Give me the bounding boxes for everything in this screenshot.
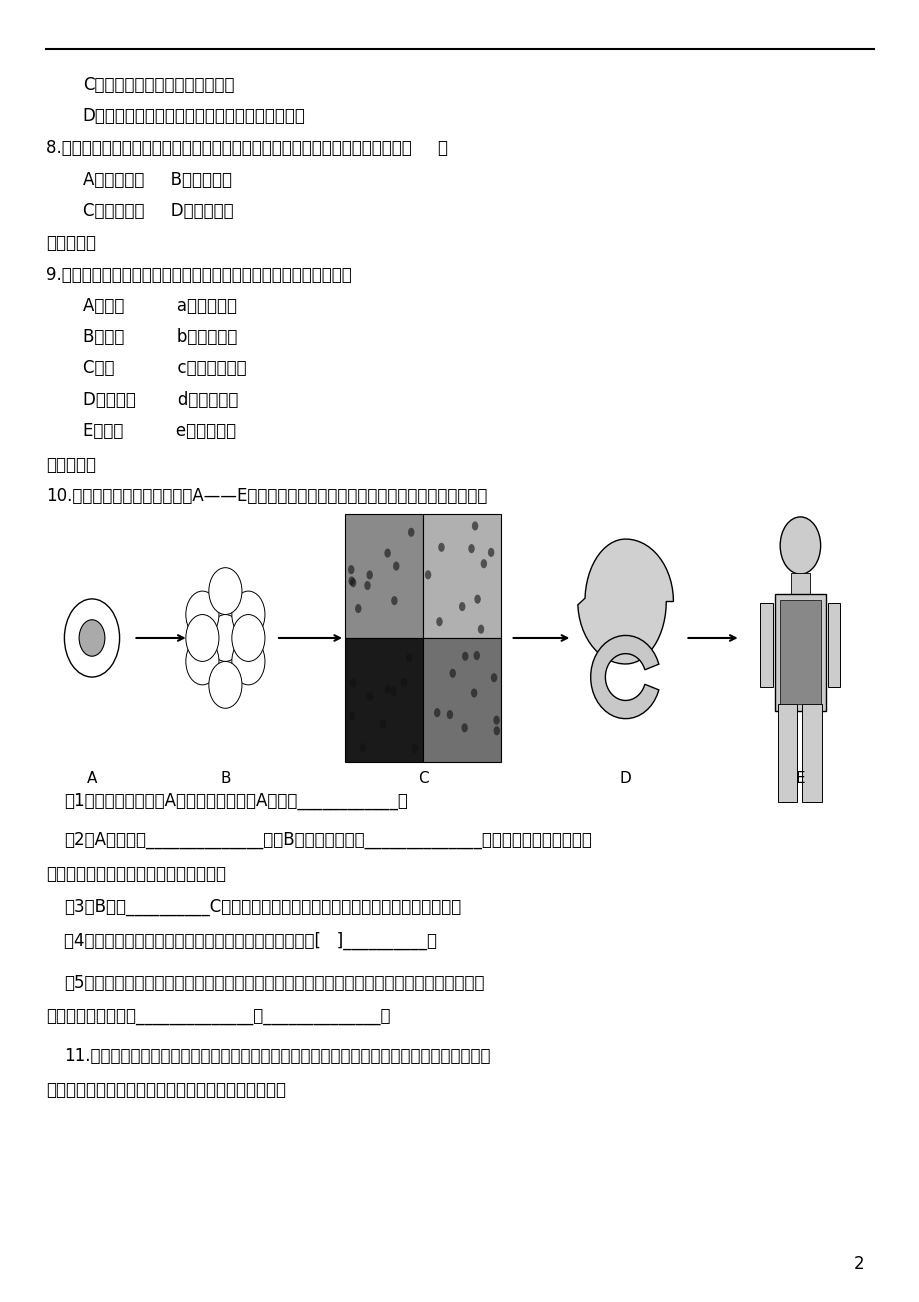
Circle shape: [391, 596, 397, 605]
Circle shape: [449, 669, 456, 678]
Circle shape: [474, 595, 481, 604]
Circle shape: [411, 743, 417, 753]
Circle shape: [779, 517, 820, 574]
Circle shape: [79, 620, 105, 656]
Circle shape: [437, 543, 444, 552]
Circle shape: [232, 615, 265, 661]
Bar: [827, 603, 840, 687]
Text: 11.（湘潭中考）你从一个受精卵发育成长为一个小帅哥、小美女，让我们看到了生命的奇妙变: 11.（湘潭中考）你从一个受精卵发育成长为一个小帅哥、小美女，让我们看到了生命的…: [64, 1047, 491, 1065]
Circle shape: [209, 661, 242, 708]
Bar: [345, 514, 423, 638]
Circle shape: [349, 578, 356, 587]
Polygon shape: [577, 539, 673, 664]
Bar: [790, 573, 809, 594]
Circle shape: [364, 581, 370, 590]
Text: 8.（广东中考）胃的蠕动能促进胃液与食物的混合，与此功能有关的主要组织是（     ）: 8.（广东中考）胃的蠕动能促进胃液与食物的混合，与此功能有关的主要组织是（ ）: [46, 139, 448, 158]
Circle shape: [493, 716, 499, 725]
Circle shape: [186, 615, 219, 661]
Circle shape: [209, 615, 242, 661]
Circle shape: [186, 638, 219, 685]
Circle shape: [491, 673, 497, 682]
Circle shape: [64, 599, 119, 677]
Polygon shape: [590, 635, 658, 719]
Circle shape: [232, 638, 265, 685]
Circle shape: [349, 678, 356, 687]
Circle shape: [459, 602, 465, 611]
Text: E: E: [795, 771, 804, 786]
Text: 统具有的生理功能是______________和______________。: 统具有的生理功能是______________和______________。: [46, 1008, 390, 1026]
Circle shape: [384, 548, 391, 557]
Circle shape: [473, 651, 480, 660]
Text: C．细胞分化可以形成不同的组织: C．细胞分化可以形成不同的组织: [83, 76, 234, 94]
Circle shape: [447, 710, 453, 719]
Text: （4）在上图的结构层次当中，人体具有而植物没有的是[   ]__________。: （4）在上图的结构层次当中，人体具有而植物没有的是[ ]__________。: [64, 932, 437, 950]
Text: A．心脏          a．消化系统: A．心脏 a．消化系统: [83, 297, 236, 315]
Circle shape: [493, 727, 499, 736]
Circle shape: [471, 521, 478, 530]
Circle shape: [384, 685, 391, 694]
Bar: [801, 704, 821, 802]
Circle shape: [436, 617, 442, 626]
Circle shape: [407, 527, 414, 536]
Text: （2）A细胞通过______________形成B。在此过程中，______________复制后形成形态、数量完: （2）A细胞通过______________形成B。在此过程中，________…: [64, 831, 592, 849]
Text: D．甲状腺        d．神经系统: D．甲状腺 d．神经系统: [83, 391, 238, 409]
Circle shape: [367, 691, 373, 700]
Text: 全相同的两等份，分别进入两个新细胞。: 全相同的两等份，分别进入两个新细胞。: [46, 865, 226, 883]
Bar: [423, 514, 501, 638]
Circle shape: [477, 625, 483, 634]
Bar: [345, 638, 423, 762]
Text: 化。下图所示为人体组织形成过程。请分析回答问题：: 化。下图所示为人体组织形成过程。请分析回答问题：: [46, 1081, 286, 1099]
Text: C．肺            c．内分泌系统: C．肺 c．内分泌系统: [83, 359, 246, 378]
Circle shape: [392, 561, 399, 570]
Circle shape: [468, 544, 474, 553]
Text: （5）系统是能够共同完成一种或几种生理功能的多个器官按照一定次序的组合。图中所示的系: （5）系统是能够共同完成一种或几种生理功能的多个器官按照一定次序的组合。图中所示…: [64, 974, 484, 992]
Circle shape: [487, 548, 494, 557]
Circle shape: [390, 687, 396, 697]
Text: D: D: [619, 771, 630, 786]
Circle shape: [434, 708, 440, 717]
Circle shape: [461, 652, 468, 661]
Circle shape: [347, 565, 354, 574]
Circle shape: [359, 743, 366, 753]
Circle shape: [425, 570, 431, 579]
Circle shape: [232, 591, 265, 638]
Text: D．细胞分化可以导致细胞中的遗传物质发生改变: D．细胞分化可以导致细胞中的遗传物质发生改变: [83, 107, 305, 125]
Text: （1）整个人体都是由A细胞发育而成的，A细胞是____________。: （1）整个人体都是由A细胞发育而成的，A细胞是____________。: [64, 792, 408, 810]
Text: 2: 2: [853, 1255, 864, 1273]
Text: C．神经组织     D．结缔组织: C．神经组织 D．结缔组织: [83, 202, 233, 220]
Text: 三、解答题: 三、解答题: [46, 456, 96, 474]
Text: B: B: [220, 771, 231, 786]
Circle shape: [405, 654, 412, 663]
Circle shape: [348, 577, 355, 586]
Circle shape: [366, 570, 372, 579]
Bar: [774, 594, 825, 711]
Circle shape: [348, 711, 355, 720]
Circle shape: [355, 604, 361, 613]
Text: 9.（长春中考）请将下列人体主要的脏器与所属系统用直线连在一起: 9.（长春中考）请将下列人体主要的脏器与所属系统用直线连在一起: [46, 266, 351, 284]
Bar: [759, 603, 772, 687]
Text: 二、连线题: 二、连线题: [46, 234, 96, 253]
Text: C: C: [417, 771, 428, 786]
Text: B．肝脏          b．呼吸系统: B．肝脏 b．呼吸系统: [83, 328, 237, 346]
Text: （3）B通过__________C。在此过程中，细胞的形态、结构和功能产生了差异。: （3）B通过__________C。在此过程中，细胞的形态、结构和功能产生了差异…: [64, 898, 461, 917]
Circle shape: [480, 559, 486, 568]
Text: 10.（浙江金华中考）下图中，A——E示意人体的不同结构层次，请据图分析回答下列问题。: 10.（浙江金华中考）下图中，A——E示意人体的不同结构层次，请据图分析回答下列…: [46, 487, 487, 505]
Bar: [423, 638, 501, 762]
Bar: [779, 600, 821, 704]
Text: A: A: [86, 771, 97, 786]
Bar: [777, 704, 797, 802]
Circle shape: [209, 568, 242, 615]
Text: A．上皮组织     B．肌肉组织: A．上皮组织 B．肌肉组织: [83, 171, 232, 189]
Circle shape: [401, 678, 407, 687]
Circle shape: [461, 723, 468, 732]
Text: E．大脑          e．循环系统: E．大脑 e．循环系统: [83, 422, 235, 440]
Circle shape: [471, 689, 477, 698]
Circle shape: [186, 591, 219, 638]
Circle shape: [380, 719, 386, 728]
